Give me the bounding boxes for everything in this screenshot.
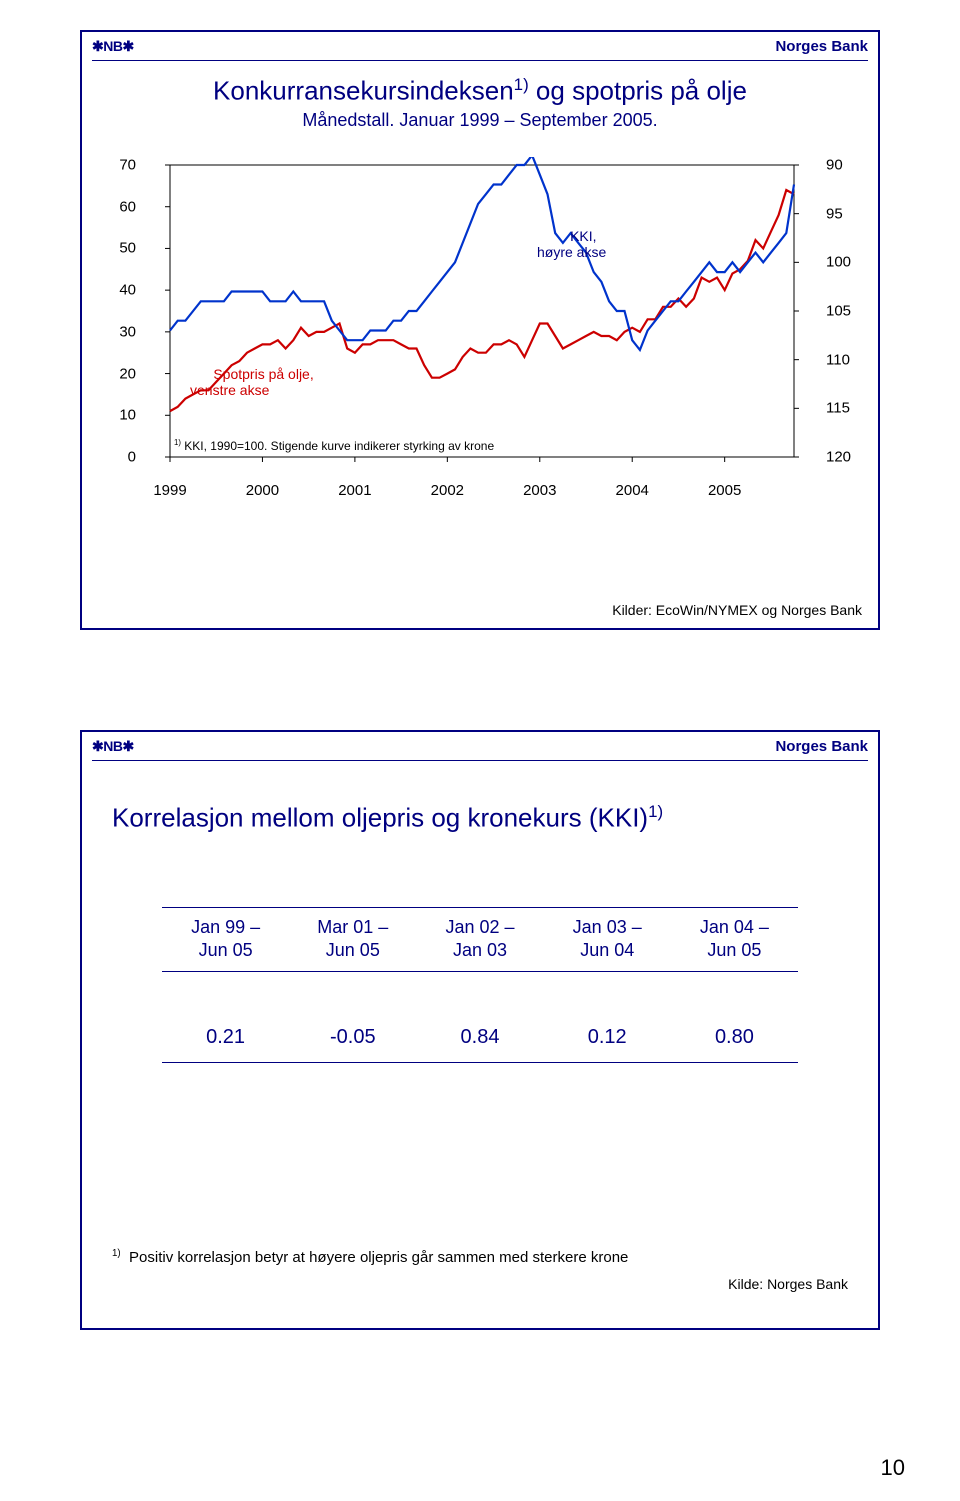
y-left-tick-label: 40 (102, 283, 136, 298)
chart-title-block: Konkurransekursindeksen1) og spotpris på… (102, 74, 858, 131)
y-left-tick-label: 70 (102, 158, 136, 173)
chart-title: Konkurransekursindeksen1) og spotpris på… (102, 74, 858, 107)
chart-footnote-text: KKI, 1990=100. Stigende kurve indikerer … (184, 439, 494, 453)
kki-label: KKI, høyre akse (537, 212, 606, 276)
table-header-cell: Jan 02 – Jan 03 (416, 916, 543, 963)
slide-header: ✱NB✱ Norges Bank (92, 738, 868, 755)
x-tick-label: 2001 (338, 482, 371, 499)
x-tick-label: 2003 (523, 482, 556, 499)
chart-area: 706050403020100 9095100105110115120 1999… (142, 157, 822, 537)
oil-label-text: Spotpris på olje, venstre akse (190, 366, 314, 398)
y-right-tick-label: 105 (826, 304, 866, 319)
oil-label: Spotpris på olje, venstre akse (190, 350, 314, 414)
table-footnote-sup: 1) (112, 1248, 121, 1259)
logo-text: ✱NB✱ (92, 738, 134, 755)
y-right-axis-labels: 9095100105110115120 (826, 157, 866, 457)
y-left-tick-label: 30 (102, 324, 136, 339)
table-value-cell: 0.21 (162, 1024, 289, 1050)
logo-text: ✱NB✱ (92, 38, 134, 55)
y-left-tick-label: 0 (102, 450, 136, 465)
y-left-tick-label: 60 (102, 199, 136, 214)
x-tick-label: 2002 (431, 482, 464, 499)
table-header-row: Jan 99 – Jun 05Mar 01 – Jun 05Jan 02 – J… (162, 907, 798, 972)
x-tick-label: 2000 (246, 482, 279, 499)
y-right-tick-label: 95 (826, 206, 866, 221)
chart-source: Kilder: EcoWin/NYMEX og Norges Bank (612, 602, 862, 618)
table-value-row: 0.21-0.050.840.120.80 (162, 1012, 798, 1063)
y-right-tick-label: 110 (826, 352, 866, 367)
correlation-table: Jan 99 – Jun 05Mar 01 – Jun 05Jan 02 – J… (162, 907, 798, 1063)
table-header-cell: Jan 99 – Jun 05 (162, 916, 289, 963)
x-tick-label: 2004 (616, 482, 649, 499)
y-right-tick-label: 90 (826, 158, 866, 173)
slide-chart: ✱NB✱ Norges Bank Konkurransekursindeksen… (80, 30, 880, 630)
y-left-tick-label: 10 (102, 408, 136, 423)
chart-footnote: 1) KKI, 1990=100. Stigende kurve indiker… (174, 438, 494, 453)
header-rule (92, 60, 868, 61)
title-part2: og spotpris på olje (529, 76, 747, 106)
title-part1: Konkurransekursindeksen (213, 76, 514, 106)
chart-subtitle: Månedstall. Januar 1999 – September 2005… (102, 110, 858, 131)
title-sup: 1) (514, 75, 529, 94)
y-left-tick-label: 50 (102, 241, 136, 256)
chart-svg (142, 157, 822, 477)
table-title-text: Korrelasjon mellom oljepris og kronekurs… (112, 803, 648, 833)
y-right-tick-label: 115 (826, 401, 866, 416)
header-rule (92, 760, 868, 761)
y-left-axis-labels: 706050403020100 (102, 157, 136, 457)
y-right-tick-label: 120 (826, 450, 866, 465)
page-number: 10 (881, 1455, 905, 1481)
table-title-sup: 1) (648, 802, 663, 821)
slide-table: ✱NB✱ Norges Bank Korrelasjon mellom olje… (80, 730, 880, 1330)
table-header-cell: Mar 01 – Jun 05 (289, 916, 416, 963)
table-footnote: 1) Positiv korrelasjon betyr at høyere o… (112, 1248, 848, 1266)
kki-label-text: KKI, høyre akse (537, 228, 606, 260)
x-tick-label: 2005 (708, 482, 741, 499)
table-value-cell: 0.80 (671, 1024, 798, 1050)
bank-name: Norges Bank (775, 38, 868, 55)
table-title: Korrelasjon mellom oljepris og kronekurs… (112, 802, 848, 834)
table-footnote-text: Positiv korrelasjon betyr at høyere olje… (129, 1249, 628, 1266)
table-value-cell: 0.12 (544, 1024, 671, 1050)
table-value-cell: -0.05 (289, 1024, 416, 1050)
y-left-tick-label: 20 (102, 366, 136, 381)
table-header-cell: Jan 03 – Jun 04 (544, 916, 671, 963)
table-source: Kilde: Norges Bank (728, 1276, 848, 1292)
table-header-cell: Jan 04 – Jun 05 (671, 916, 798, 963)
table-value-cell: 0.84 (416, 1024, 543, 1050)
x-tick-label: 1999 (153, 482, 186, 499)
chart-footnote-sup: 1) (174, 438, 181, 447)
y-right-tick-label: 100 (826, 255, 866, 270)
slide-header: ✱NB✱ Norges Bank (92, 38, 868, 55)
bank-name: Norges Bank (775, 738, 868, 755)
